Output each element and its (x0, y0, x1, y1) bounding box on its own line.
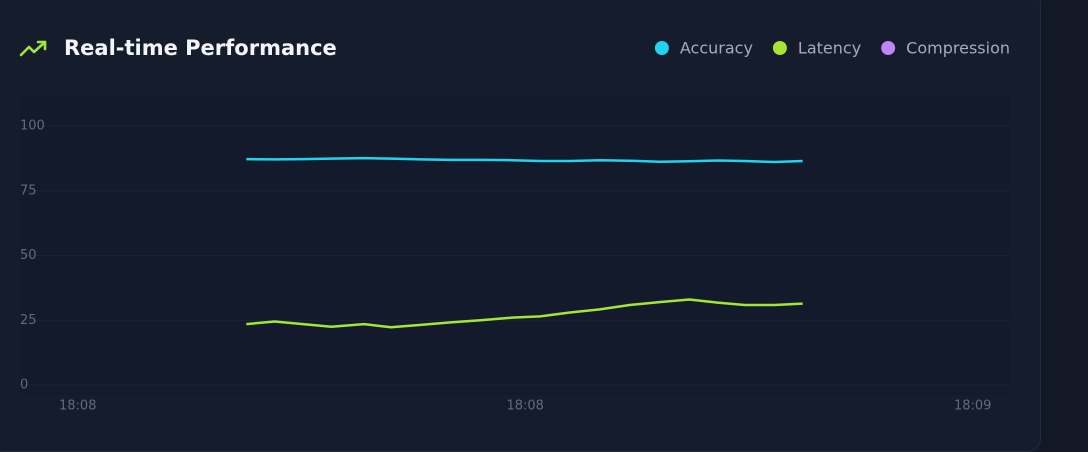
series-line (246, 156, 803, 164)
trend-icon (19, 40, 47, 57)
series-line (246, 298, 803, 329)
plot-area (20, 95, 1010, 395)
legend-label[interactable]: Compression (906, 39, 1010, 58)
y-tick-label: 75 (20, 183, 37, 198)
legend-swatch (654, 41, 669, 55)
x-tick-label: 18:08 (506, 399, 543, 414)
chart: Real-time Performance 0 25 50 75 100 18:08 18:… (19, 36, 1010, 414)
y-tick-label: 25 (20, 313, 37, 328)
y-tick-label: 50 (20, 248, 37, 263)
x-tick-label: 18:08 (59, 399, 96, 414)
page: {"chart_data": {"type": "line", "title":… (0, 0, 1041, 452)
legend-swatch (772, 41, 787, 55)
legend-label[interactable]: Accuracy (680, 39, 753, 58)
y-tick-label: 0 (20, 378, 28, 393)
legend-swatch (881, 41, 896, 55)
x-tick-label: 18:09 (954, 399, 991, 414)
chart-title: Real-time Performance (64, 36, 337, 60)
legend-label[interactable]: Latency (798, 39, 861, 58)
y-tick-label: 100 (20, 119, 45, 134)
